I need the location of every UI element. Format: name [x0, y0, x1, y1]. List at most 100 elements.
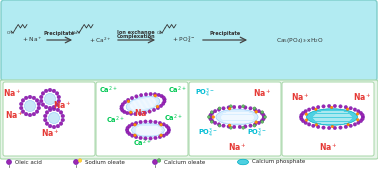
Circle shape: [261, 120, 264, 123]
Circle shape: [19, 102, 23, 106]
Circle shape: [21, 110, 25, 113]
Circle shape: [242, 105, 245, 108]
Text: Ca$^{2+}$: Ca$^{2+}$: [133, 137, 151, 149]
Circle shape: [129, 112, 133, 115]
Text: + Na$^+$: + Na$^+$: [22, 36, 42, 44]
Circle shape: [361, 117, 364, 121]
Circle shape: [43, 118, 47, 122]
Circle shape: [157, 93, 160, 97]
Circle shape: [244, 106, 247, 109]
Circle shape: [357, 110, 360, 113]
Circle shape: [229, 105, 232, 108]
Text: Na$^+$: Na$^+$: [71, 29, 81, 37]
Circle shape: [322, 126, 325, 129]
Text: PO$_4^{3-}$: PO$_4^{3-}$: [247, 126, 267, 140]
Circle shape: [316, 105, 320, 109]
Circle shape: [208, 115, 212, 119]
Circle shape: [359, 119, 363, 123]
Circle shape: [73, 159, 79, 164]
Circle shape: [322, 105, 325, 108]
Circle shape: [41, 92, 45, 95]
Circle shape: [163, 100, 166, 103]
Circle shape: [158, 121, 162, 125]
Circle shape: [339, 126, 342, 129]
Text: Na$^+$: Na$^+$: [291, 91, 309, 103]
Circle shape: [208, 116, 211, 119]
Circle shape: [333, 126, 336, 130]
Circle shape: [149, 120, 152, 123]
Text: Na$^+$: Na$^+$: [353, 91, 371, 103]
Circle shape: [126, 130, 129, 134]
Circle shape: [154, 120, 157, 124]
Circle shape: [139, 94, 143, 97]
Text: Na$^+$: Na$^+$: [319, 141, 337, 153]
Circle shape: [299, 115, 303, 119]
Circle shape: [257, 109, 260, 113]
Circle shape: [48, 112, 59, 123]
Circle shape: [210, 111, 213, 114]
Circle shape: [361, 113, 364, 117]
Circle shape: [263, 116, 266, 119]
Circle shape: [157, 159, 161, 162]
Circle shape: [229, 126, 232, 129]
Circle shape: [120, 105, 123, 108]
Text: Na$^+$: Na$^+$: [41, 127, 59, 139]
Text: Calcium phosphate: Calcium phosphate: [252, 159, 305, 164]
Text: Ca$^{2+}$: Ca$^{2+}$: [168, 84, 186, 96]
Circle shape: [160, 94, 163, 98]
Circle shape: [152, 108, 156, 112]
Circle shape: [301, 111, 305, 115]
Circle shape: [260, 111, 263, 115]
Circle shape: [165, 132, 168, 136]
Circle shape: [305, 119, 308, 121]
Circle shape: [32, 96, 36, 100]
Circle shape: [209, 117, 212, 121]
Circle shape: [346, 108, 349, 110]
Circle shape: [249, 107, 252, 110]
Circle shape: [344, 105, 347, 109]
Circle shape: [238, 105, 242, 109]
Circle shape: [222, 124, 225, 127]
Circle shape: [56, 108, 60, 112]
Circle shape: [165, 124, 168, 128]
Circle shape: [55, 103, 59, 106]
Circle shape: [222, 107, 225, 110]
Circle shape: [244, 125, 247, 128]
FancyBboxPatch shape: [96, 82, 188, 156]
Text: Ca$^{2+}$: Ca$^{2+}$: [106, 114, 124, 126]
Circle shape: [123, 110, 126, 114]
Circle shape: [300, 117, 303, 121]
Circle shape: [331, 125, 334, 128]
Circle shape: [315, 123, 318, 126]
Circle shape: [311, 124, 315, 127]
Circle shape: [209, 113, 212, 117]
Circle shape: [130, 123, 134, 126]
Circle shape: [59, 111, 63, 114]
Circle shape: [41, 103, 45, 106]
Text: Na$^+$: Na$^+$: [134, 107, 152, 119]
Circle shape: [28, 95, 32, 99]
Circle shape: [135, 95, 138, 98]
Ellipse shape: [216, 109, 258, 125]
Circle shape: [162, 134, 166, 137]
Circle shape: [304, 121, 307, 125]
Circle shape: [144, 120, 147, 123]
Ellipse shape: [132, 123, 164, 137]
Circle shape: [48, 106, 52, 110]
Text: OH: OH: [7, 31, 13, 35]
Circle shape: [156, 106, 160, 110]
Circle shape: [262, 117, 265, 121]
Circle shape: [214, 121, 217, 125]
Circle shape: [39, 99, 43, 103]
Circle shape: [48, 108, 52, 112]
Text: PO$_4^{3-}$: PO$_4^{3-}$: [195, 86, 215, 100]
Circle shape: [55, 92, 59, 95]
Circle shape: [21, 99, 25, 102]
Circle shape: [307, 108, 311, 111]
Circle shape: [45, 122, 49, 125]
Circle shape: [227, 125, 230, 128]
FancyBboxPatch shape: [282, 82, 374, 156]
Circle shape: [305, 113, 308, 115]
Circle shape: [24, 112, 28, 116]
Circle shape: [359, 111, 363, 115]
